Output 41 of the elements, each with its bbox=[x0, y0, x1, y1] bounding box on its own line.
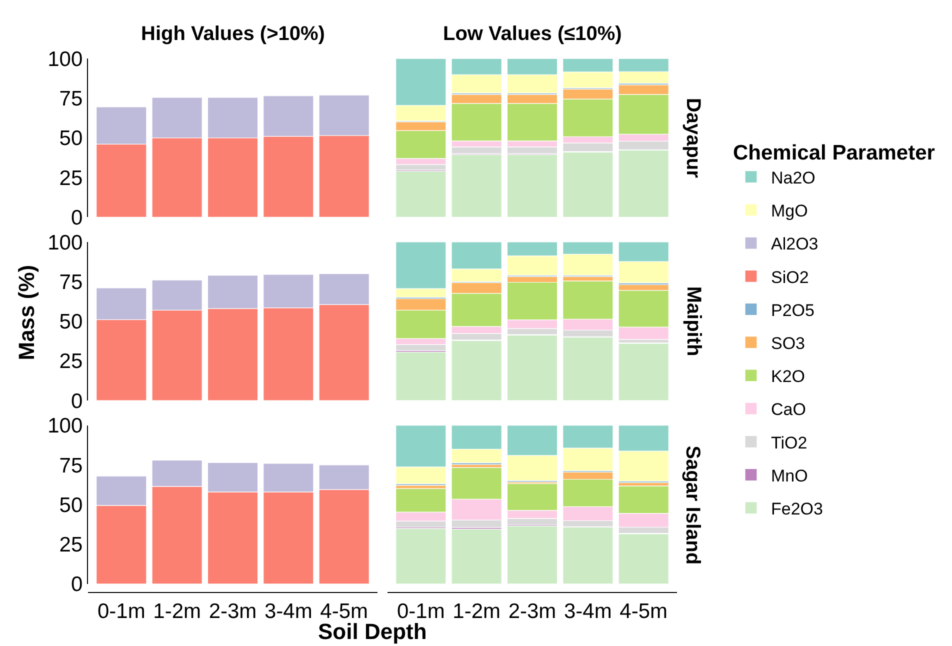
legend-label: Na2O bbox=[771, 168, 816, 188]
legend-label: SiO2 bbox=[771, 268, 809, 287]
legend-label: MnO bbox=[771, 466, 808, 486]
y-tick-label: 50 bbox=[59, 494, 83, 517]
y-tick-label: 0 bbox=[70, 206, 83, 230]
y-tick-label: 25 bbox=[59, 166, 83, 190]
y-tick-label: 50 bbox=[59, 127, 83, 150]
legend-label: Al2O3 bbox=[771, 234, 818, 254]
x-tick-label: 4-5m bbox=[620, 600, 668, 624]
text: Dayapur bbox=[682, 98, 704, 178]
y-axis-title: Mass (%) bbox=[14, 264, 39, 360]
legend-label: SO3 bbox=[771, 334, 806, 353]
y-tick-label: 100 bbox=[48, 231, 83, 254]
legend-label: CaO bbox=[771, 400, 806, 420]
y-tick-label: 75 bbox=[59, 88, 83, 111]
y-tick-label: 50 bbox=[59, 310, 83, 334]
x-tick-label: 2-3m bbox=[508, 600, 556, 624]
legend-label: MgO bbox=[771, 202, 808, 221]
legend-title: Chemical Parameter bbox=[733, 141, 935, 164]
x-tick-label: 3-4m bbox=[564, 600, 612, 624]
chart-title: Low Values (≤10%) bbox=[443, 23, 622, 45]
x-tick-label: 1-2m bbox=[153, 600, 202, 624]
x-tick-label: 2-3m bbox=[208, 600, 257, 624]
y-tick-label: 25 bbox=[59, 350, 83, 374]
y-tick-label: 100 bbox=[48, 48, 83, 71]
text: Sagar Island bbox=[682, 446, 704, 565]
y-tick-label: 75 bbox=[59, 454, 83, 478]
legend-label: P2O5 bbox=[771, 300, 814, 320]
y-tick-label: 25 bbox=[59, 534, 83, 557]
legend-label: Fe2O3 bbox=[771, 499, 823, 518]
x-tick-label: 1-2m bbox=[452, 600, 501, 624]
legend-label: K2O bbox=[771, 367, 806, 386]
text: Maipith bbox=[682, 286, 704, 356]
y-tick-label: 0 bbox=[70, 390, 83, 413]
y-tick-label: 0 bbox=[70, 573, 83, 596]
x-tick-label: 0-1m bbox=[97, 600, 146, 624]
legend-label: TiO2 bbox=[771, 433, 808, 452]
y-tick-label: 100 bbox=[48, 414, 83, 438]
chart-title: High Values (>10%) bbox=[141, 23, 325, 45]
x-tick-label: 3-4m bbox=[264, 600, 312, 624]
y-tick-label: 75 bbox=[59, 270, 83, 294]
